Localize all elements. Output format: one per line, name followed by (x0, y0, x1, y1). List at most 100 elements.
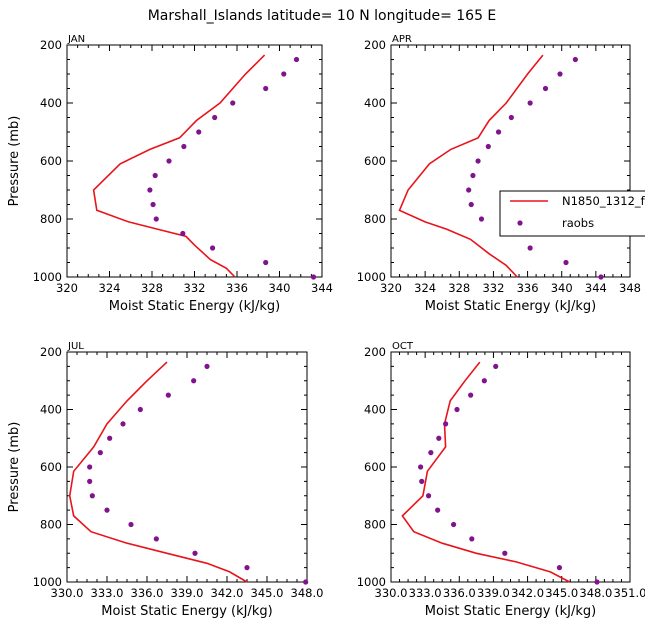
obs-point (417, 464, 424, 470)
legend-obs-label: raobs (562, 216, 594, 230)
obs-point (572, 56, 578, 63)
y-tick-label: 600 (364, 154, 386, 168)
obs-point (263, 85, 269, 92)
panel-label: JUL (67, 341, 84, 352)
obs-point (493, 363, 499, 369)
y-tick-label: 1000 (33, 575, 62, 589)
obs-point (436, 435, 442, 441)
obs-point (209, 245, 216, 251)
obs-point (281, 71, 287, 77)
obs-point (212, 114, 218, 121)
x-tick-label: 351.0 (614, 586, 645, 600)
y-axis-label: Pressure (mb) (7, 116, 22, 207)
x-tick-label: 333.0 (91, 586, 124, 600)
panel-jul: 330.0 333.0 336.0 339.0 342.0 345.0 348.0 200 40… (7, 341, 323, 619)
x-tick-label: 333.0 (409, 586, 442, 600)
x-tick-label: 348.0 (291, 586, 324, 600)
y-tick-label: 800 (364, 212, 386, 226)
obs-point (293, 56, 300, 63)
obs-point (598, 274, 604, 280)
obs-point (204, 363, 210, 369)
x-tick-label: 320 (380, 281, 402, 295)
panel-oct: 330.0 333.0 336.0 339.0 342.0 345.0 348.0 351.0… (357, 341, 645, 619)
x-tick-label: 344 (585, 281, 607, 295)
plot-frame (390, 351, 631, 583)
obs-point (153, 216, 159, 222)
legend-obs-marker (517, 220, 523, 226)
y-tick-label: 1000 (357, 270, 386, 284)
x-tick-label: 348 (619, 281, 641, 295)
obs-point (128, 521, 134, 528)
y-tick-label: 400 (40, 96, 62, 110)
obs-point (466, 187, 472, 193)
x-tick-label: 332 (482, 281, 504, 295)
x-tick-label: 342.0 (511, 586, 544, 600)
obs-point (419, 478, 425, 484)
obs-point (478, 216, 485, 222)
obs-point (594, 579, 600, 585)
x-tick-label: 330.0 (51, 586, 84, 600)
obs-point (475, 158, 481, 164)
obs-point (147, 187, 153, 193)
plot-frame (390, 44, 631, 278)
y-tick-label: 200 (364, 38, 386, 52)
model-line (68, 361, 248, 583)
y-tick-label: 1000 (33, 270, 62, 284)
x-tick-label: 344 (311, 281, 333, 295)
y-tick-label: 200 (40, 345, 62, 359)
y-tick-label: 800 (40, 518, 62, 532)
y-tick-label: 800 (364, 518, 386, 532)
model-line (398, 54, 544, 278)
x-tick-label: 340 (269, 281, 291, 295)
obs-point (107, 435, 113, 441)
obs-point (310, 274, 317, 280)
y-tick-label: 400 (40, 403, 62, 417)
y-tick-label: 1000 (357, 575, 386, 589)
obs-point (502, 550, 508, 556)
obs-point (485, 143, 491, 150)
obs-point (87, 478, 93, 484)
x-tick-label: 342.0 (211, 586, 244, 600)
panel-apr: 320 324 328 332 336 340 344 348 200 400 600 800 1000… (357, 34, 641, 314)
obs-point (180, 230, 186, 237)
obs-point (153, 536, 159, 542)
x-axis-label: Moist Static Energy (kJ/kg) (425, 604, 596, 619)
x-tick-label: 340 (551, 281, 573, 295)
x-axis-label: Moist Static Energy (kJ/kg) (101, 604, 272, 619)
x-tick-label: 332 (184, 281, 206, 295)
obs-point (165, 392, 171, 398)
x-tick-label: 324 (99, 281, 121, 295)
obs-point (468, 392, 474, 398)
legend-box (499, 190, 645, 237)
x-axis-label: Moist Static Energy (kJ/kg) (109, 299, 280, 314)
x-tick-label: 339.0 (171, 586, 204, 600)
plot-frame (66, 351, 308, 583)
x-tick-label: 336.0 (443, 586, 476, 600)
obs-point (428, 450, 434, 456)
obs-point (527, 100, 533, 106)
y-tick-label: 400 (364, 403, 386, 417)
y-tick-label: 600 (40, 460, 62, 474)
obs-point (166, 158, 172, 164)
panel-label: APR (392, 34, 412, 45)
x-tick-label: 330.0 (375, 586, 408, 600)
obs-point (443, 421, 449, 427)
obs-point (495, 129, 502, 135)
x-tick-label: 339.0 (477, 586, 510, 600)
obs-point (150, 201, 156, 208)
y-tick-label: 600 (364, 460, 386, 474)
x-axis-label: Moist Static Energy (kJ/kg) (425, 299, 596, 314)
y-tick-label: 400 (364, 96, 386, 110)
x-tick-label: 324 (414, 281, 436, 295)
obs-point (196, 129, 202, 135)
obs-point (89, 493, 95, 499)
obs-point (469, 536, 475, 542)
x-tick-label: 328 (141, 281, 163, 295)
x-tick-label: 320 (56, 281, 78, 295)
y-tick-label: 200 (364, 345, 386, 359)
obs-point (137, 406, 143, 413)
obs-point (192, 550, 198, 556)
x-tick-label: 336 (517, 281, 539, 295)
legend: N1850_1312_f1 raobs (499, 190, 645, 237)
